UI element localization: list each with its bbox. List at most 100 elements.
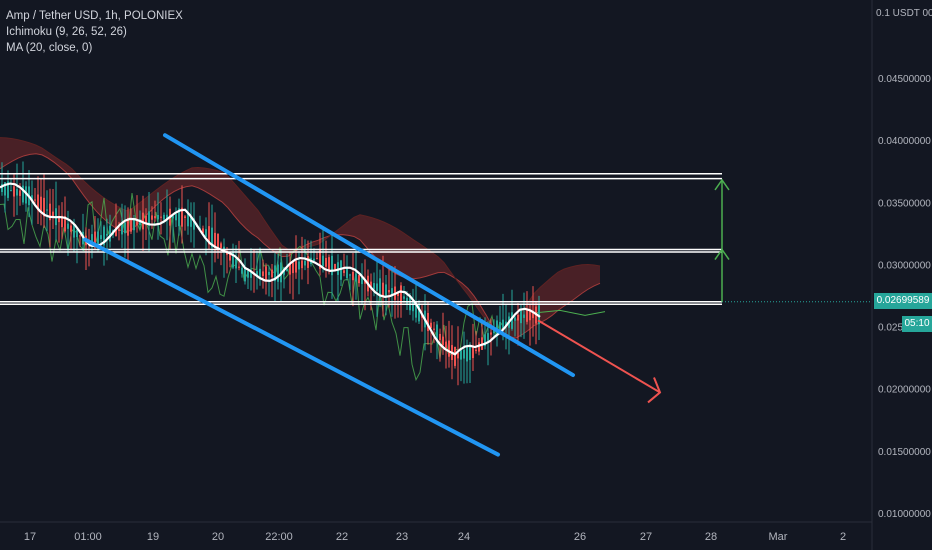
candle-body bbox=[313, 258, 315, 261]
candle-body bbox=[220, 243, 222, 248]
chart-legend: Amp / Tether USD, 1h, POLONIEX Ichimoku … bbox=[6, 8, 183, 56]
candle-body bbox=[154, 216, 156, 219]
candle-body bbox=[1, 183, 3, 193]
candle-body bbox=[202, 228, 204, 234]
candle-body bbox=[304, 260, 306, 266]
candle-body bbox=[4, 182, 6, 196]
candle-body bbox=[238, 266, 240, 268]
candle-body bbox=[37, 194, 39, 211]
candle-body bbox=[211, 227, 213, 248]
candle-body bbox=[436, 324, 438, 342]
candle-body bbox=[463, 349, 465, 359]
x-tick-label: Mar bbox=[769, 531, 788, 543]
candle-body bbox=[274, 265, 276, 282]
ma-indicator-label[interactable]: MA (20, close, 0) bbox=[6, 42, 93, 54]
candle-body bbox=[406, 297, 408, 304]
candle-body bbox=[109, 225, 111, 242]
candle-body bbox=[322, 255, 324, 266]
candle-body bbox=[505, 321, 507, 326]
candle-body bbox=[256, 271, 258, 277]
candle-body bbox=[19, 190, 21, 196]
y-tick-label: 0.04000000 bbox=[878, 136, 931, 147]
candle-body bbox=[265, 266, 267, 281]
projection-up-arrowhead bbox=[714, 178, 730, 191]
candle-body bbox=[277, 264, 279, 282]
candle-body bbox=[400, 285, 402, 305]
candle-body bbox=[103, 226, 105, 246]
candle-body bbox=[115, 226, 117, 236]
ichimoku-indicator-label[interactable]: Ichimoku (9, 26, 52, 26) bbox=[6, 26, 127, 38]
candle-body bbox=[517, 314, 519, 321]
candle-body bbox=[454, 346, 456, 366]
candle-body bbox=[376, 283, 378, 291]
candle-body bbox=[460, 350, 462, 360]
candle-body bbox=[364, 280, 366, 284]
ichimoku-cloud bbox=[0, 137, 600, 339]
candle-body bbox=[64, 216, 66, 232]
x-tick-label: 17 bbox=[24, 531, 36, 543]
candle-body bbox=[466, 345, 468, 362]
candle-body bbox=[388, 290, 390, 293]
candle-body bbox=[499, 322, 501, 332]
axis-unit-label[interactable]: 0.1 USDT 00 bbox=[876, 8, 932, 19]
x-tick-label: 22 bbox=[336, 531, 348, 543]
x-tick-label: 26 bbox=[574, 531, 586, 543]
candle-body bbox=[7, 181, 9, 198]
candle-body bbox=[292, 262, 294, 274]
candle-body bbox=[349, 274, 351, 276]
candle-body bbox=[361, 277, 363, 285]
candle-body bbox=[358, 275, 360, 284]
candle-body bbox=[487, 333, 489, 341]
candle-body bbox=[43, 197, 45, 217]
x-tick-label: 27 bbox=[640, 531, 652, 543]
candle-body bbox=[124, 222, 126, 234]
x-tick-label: 28 bbox=[705, 531, 717, 543]
candle-body bbox=[121, 223, 123, 235]
moving-average-line bbox=[0, 182, 541, 356]
candle-body bbox=[49, 203, 51, 221]
candle-body bbox=[58, 216, 60, 223]
candle-body bbox=[523, 314, 525, 318]
candle-body bbox=[520, 309, 522, 324]
candle-body bbox=[385, 284, 387, 296]
candle-body bbox=[142, 212, 144, 230]
candle-body bbox=[34, 199, 36, 201]
candle-body bbox=[178, 208, 180, 227]
candle-body bbox=[73, 224, 75, 238]
y-tick-label: 0.02000000 bbox=[878, 385, 931, 396]
y-tick-label: 0.01000000 bbox=[878, 509, 931, 520]
candle-body bbox=[472, 345, 474, 359]
candle-body bbox=[193, 218, 195, 230]
candle-body bbox=[187, 212, 189, 227]
candle-body bbox=[382, 282, 384, 296]
candle-body bbox=[355, 273, 357, 282]
candle-body bbox=[532, 312, 534, 319]
candle-body bbox=[241, 267, 243, 274]
candle-body bbox=[181, 207, 183, 227]
candle-body bbox=[298, 261, 300, 270]
candle-body bbox=[439, 333, 441, 341]
candle-body bbox=[127, 217, 129, 236]
candle-body bbox=[301, 260, 303, 269]
x-tick-label: 19 bbox=[147, 531, 159, 543]
candle-body bbox=[529, 311, 531, 321]
descending-channel-line bbox=[163, 133, 575, 378]
candle-body bbox=[286, 268, 288, 272]
candle-body bbox=[295, 260, 297, 273]
candle-body bbox=[214, 232, 216, 247]
candle-body bbox=[91, 234, 93, 247]
candle-body bbox=[370, 281, 372, 289]
candle-body bbox=[106, 233, 108, 236]
candle-body bbox=[205, 229, 207, 237]
candle-body bbox=[175, 214, 177, 221]
candle-body bbox=[289, 263, 291, 275]
candle-body bbox=[235, 258, 237, 269]
candle-body bbox=[52, 211, 54, 217]
y-tick-label: 0.01500000 bbox=[878, 447, 931, 458]
candle-body bbox=[307, 256, 309, 268]
candle-body bbox=[217, 233, 219, 251]
candle-body bbox=[319, 249, 321, 269]
candle-body bbox=[247, 270, 249, 278]
symbol-title[interactable]: Amp / Tether USD, 1h, POLONIEX bbox=[6, 10, 183, 22]
